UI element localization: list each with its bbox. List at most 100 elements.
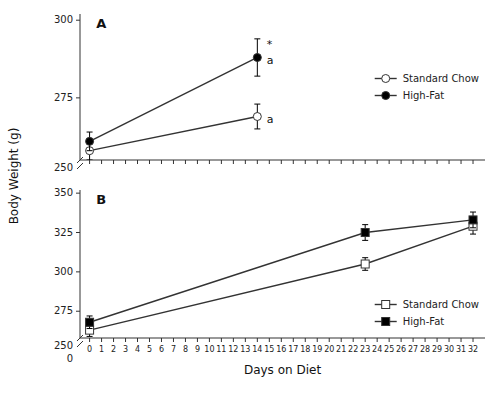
x-tick <box>461 160 462 164</box>
error-bar <box>362 225 368 241</box>
x-tick <box>413 338 414 342</box>
x-tick-label: 17 <box>288 345 298 354</box>
panel-title: A <box>96 16 106 31</box>
legend-label: High-Fat <box>403 90 445 101</box>
legend: Standard ChowHigh-Fat <box>375 299 479 327</box>
x-tick-label: 9 <box>195 345 200 354</box>
marker <box>86 318 94 326</box>
x-tick-label: 4 <box>135 345 140 354</box>
series-line <box>90 117 258 151</box>
annotation: * <box>267 38 273 51</box>
x-tick <box>269 160 270 164</box>
marker <box>361 229 369 237</box>
x-tick <box>161 160 162 164</box>
chart: 275300A*aa250Standard ChowHigh-FatBody W… <box>0 0 500 412</box>
x-tick <box>101 160 102 164</box>
error-bar <box>254 39 260 76</box>
x-tick-label: 0 <box>87 345 92 354</box>
series-line <box>90 57 258 141</box>
y-tick <box>76 20 80 21</box>
x-tick-label: 13 <box>240 345 250 354</box>
x-tick <box>269 338 270 342</box>
y-tick <box>76 97 80 98</box>
x-tick <box>365 160 366 164</box>
x-tick-label: 10 <box>204 345 214 354</box>
x-tick <box>401 160 402 164</box>
error-bar <box>254 104 260 129</box>
x-tick <box>257 338 258 342</box>
x-tick <box>461 338 462 342</box>
x-tick <box>341 338 342 342</box>
x-tick <box>137 338 138 342</box>
panel: 275300A*aa250Standard ChowHigh-Fat <box>54 14 485 173</box>
x-tick <box>437 338 438 342</box>
x-tick <box>317 160 318 164</box>
legend-marker <box>382 75 390 83</box>
x-tick <box>89 160 90 164</box>
axis-break-label: 250 <box>54 162 73 173</box>
legend-label: Standard Chow <box>403 73 479 84</box>
x-tick <box>197 160 198 164</box>
x-tick-label: 15 <box>264 345 274 354</box>
axis-break <box>77 157 83 169</box>
marker <box>86 137 94 145</box>
x-tick-label: 11 <box>216 345 226 354</box>
x-tick <box>281 338 282 342</box>
x-tick <box>221 160 222 164</box>
x-tick-label: 1 <box>99 345 104 354</box>
y-tick-label: 325 <box>54 227 73 238</box>
x-tick <box>185 338 186 342</box>
panel-title: B <box>96 192 106 207</box>
x-tick-label: 16 <box>276 345 286 354</box>
x-tick-label: 31 <box>456 345 466 354</box>
x-tick-label: 32 <box>468 345 478 354</box>
x-tick-label: 23 <box>360 345 370 354</box>
x-tick-label: 25 <box>384 345 394 354</box>
x-tick <box>209 160 210 164</box>
x-tick <box>401 338 402 342</box>
legend-marker <box>382 318 390 326</box>
x-tick <box>113 338 114 342</box>
y-axis-label: Body Weight (g) <box>7 128 21 225</box>
x-tick <box>233 160 234 164</box>
x-tick <box>305 160 306 164</box>
x-tick <box>353 160 354 164</box>
x-tick <box>389 160 390 164</box>
plot-area <box>86 212 477 336</box>
x-tick-label: 28 <box>420 345 430 354</box>
x-tick-label: 24 <box>372 345 382 354</box>
x-tick <box>425 338 426 342</box>
annotation: a <box>267 54 274 67</box>
panel: 2753003253500123456789101112131415161718… <box>54 187 485 364</box>
x-axis-label: Days on Diet <box>244 363 321 377</box>
legend: Standard Chow High-Fat <box>375 73 479 101</box>
x-tick <box>125 338 126 342</box>
x-tick <box>173 160 174 164</box>
x-tick <box>473 338 474 342</box>
x-tick <box>329 160 330 164</box>
x-tick-label: 12 <box>228 345 238 354</box>
x-tick-label: 5 <box>147 345 152 354</box>
x-tick-label: 8 <box>183 345 188 354</box>
x-tick <box>329 338 330 342</box>
x-tick-label: 2 <box>111 345 116 354</box>
x-tick <box>473 160 474 164</box>
x-tick <box>257 160 258 164</box>
marker <box>253 53 261 61</box>
x-tick-label: 7 <box>171 345 176 354</box>
y-tick-label: 300 <box>54 266 73 277</box>
x-tick-label: 19 <box>312 345 322 354</box>
x-tick <box>317 338 318 342</box>
x-tick-label: 29 <box>432 345 442 354</box>
x-tick <box>281 160 282 164</box>
x-tick <box>185 160 186 164</box>
x-tick <box>233 338 234 342</box>
y-axis <box>80 190 81 338</box>
error-bar <box>470 212 476 228</box>
error-bar <box>87 316 93 329</box>
x-tick <box>125 160 126 164</box>
legend-marker <box>382 92 390 100</box>
x-axis <box>80 160 485 161</box>
x-tick-label: 14 <box>252 345 262 354</box>
legend-label: Standard Chow <box>403 299 479 310</box>
